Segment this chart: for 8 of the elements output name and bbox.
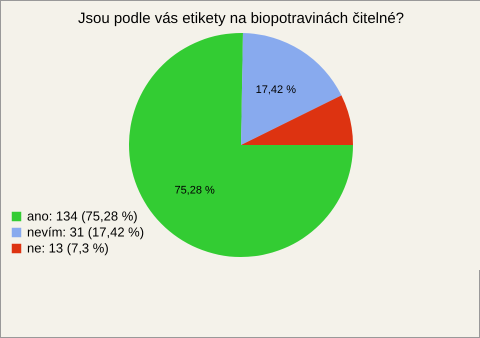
chart-title: Jsou podle vás etikety na biopotravinách čitelné? xyxy=(78,10,404,27)
pie-slice xyxy=(241,95,353,145)
legend-label: nevím: 31 (17,42 %) xyxy=(27,224,144,240)
legend-label: ano: 134 (75,28 %) xyxy=(27,208,138,224)
data-label: 75,28 % xyxy=(174,184,216,197)
legend-label: ne: 13 (7,3 %) xyxy=(27,240,109,256)
data-label: 17,42 % xyxy=(256,84,296,96)
pie-slice xyxy=(241,33,342,145)
